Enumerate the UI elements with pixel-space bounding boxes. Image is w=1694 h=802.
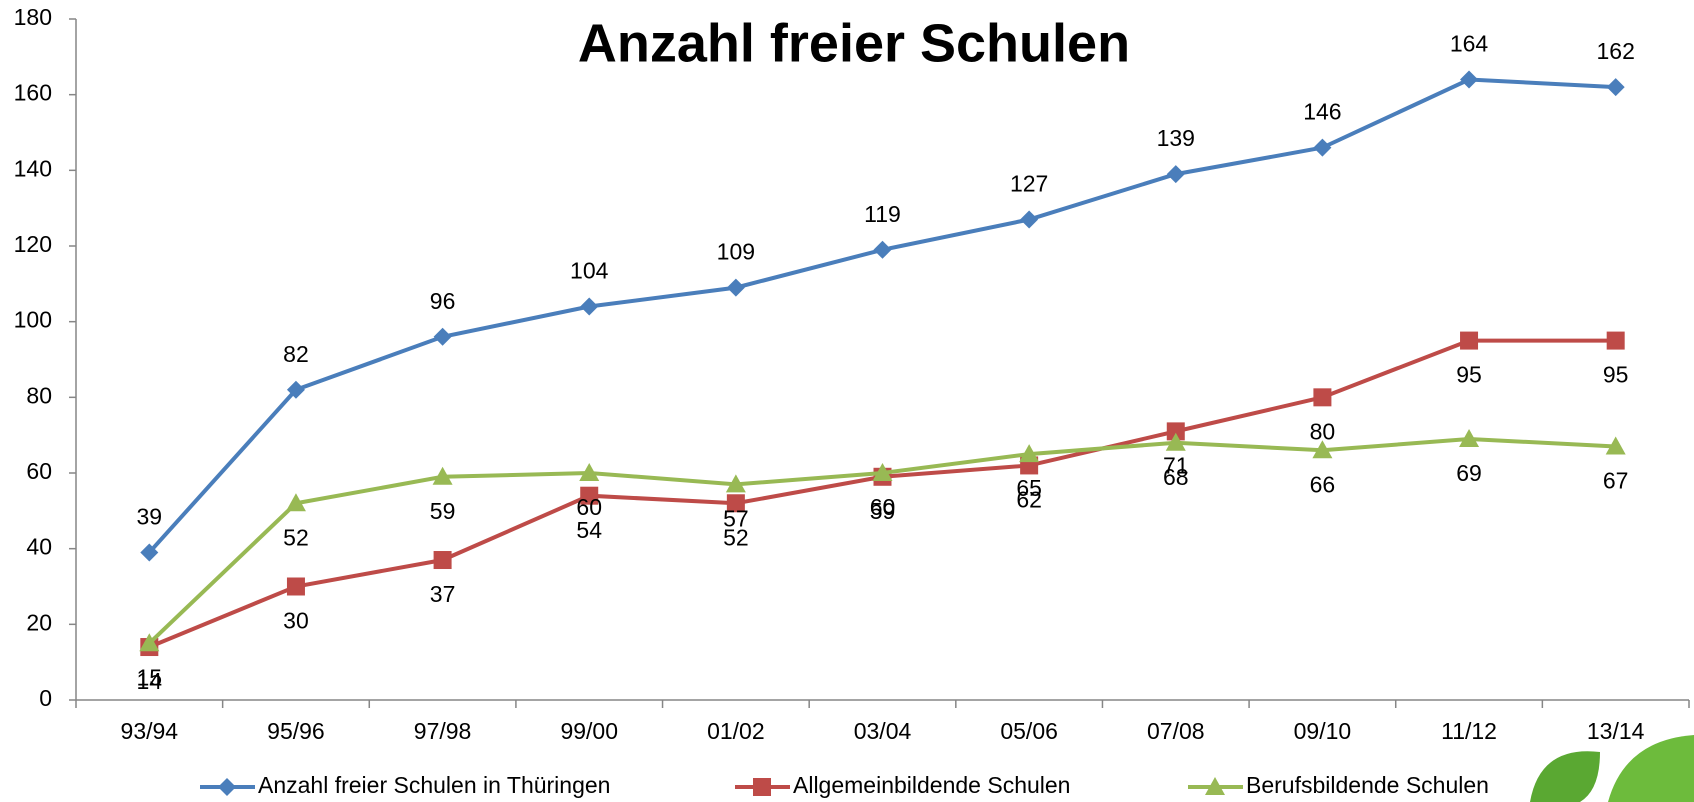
- data-label: 39: [137, 504, 163, 530]
- x-tick-label: 13/14: [1587, 718, 1645, 744]
- series: 15 52 59 60 57 60 65 68 66 69 67: [137, 429, 1629, 690]
- data-label: 146: [1303, 99, 1341, 125]
- diamond-marker: [1460, 71, 1478, 89]
- x-tick-label: 97/98: [414, 718, 472, 744]
- x-tick-label: 01/02: [707, 718, 765, 744]
- y-tick-label: 40: [26, 534, 52, 560]
- y-tick-label: 20: [26, 609, 52, 635]
- y-tick-label: 180: [14, 4, 52, 30]
- diamond-marker: [1167, 165, 1185, 183]
- square-marker: [1313, 388, 1331, 406]
- data-label: 95: [1603, 362, 1629, 388]
- data-label: 30: [283, 608, 309, 634]
- y-tick-label: 0: [39, 685, 52, 711]
- y-tick-label: 140: [14, 155, 52, 181]
- y-tick-label: 100: [14, 307, 52, 333]
- y-tick-label: 160: [14, 80, 52, 106]
- data-label: 139: [1157, 125, 1195, 151]
- legend-label: Berufsbildende Schulen: [1246, 772, 1489, 798]
- x-tick-label: 09/10: [1294, 718, 1352, 744]
- data-label: 82: [283, 341, 309, 367]
- data-label: 57: [723, 505, 749, 531]
- data-label: 65: [1016, 475, 1042, 501]
- square-marker: [1607, 332, 1625, 350]
- x-tick-label: 95/96: [267, 718, 325, 744]
- data-label: 66: [1310, 471, 1336, 497]
- data-label: 162: [1596, 38, 1634, 64]
- diamond-marker: [727, 279, 745, 297]
- legend-label: Allgemeinbildende Schulen: [793, 772, 1070, 798]
- y-tick-label: 80: [26, 382, 52, 408]
- x-tick-label: 03/04: [854, 718, 912, 744]
- square-marker: [434, 551, 452, 569]
- data-label: 127: [1010, 171, 1048, 197]
- legend-label: Anzahl freier Schulen in Thüringen: [258, 772, 610, 798]
- data-label: 52: [283, 524, 309, 550]
- data-label: 67: [1603, 468, 1629, 494]
- data-label: 37: [430, 581, 456, 607]
- x-tick-label: 11/12: [1441, 718, 1497, 744]
- chart: Anzahl freier Schulen 0 20 40 60 80 100 120 140…: [0, 0, 1694, 802]
- x-tick-label: 07/08: [1147, 718, 1205, 744]
- data-label: 69: [1456, 460, 1482, 486]
- diamond-marker: [1020, 211, 1038, 229]
- data-label: 59: [430, 498, 456, 524]
- diamond-marker: [874, 241, 892, 259]
- chart-title: Anzahl freier Schulen: [578, 13, 1130, 73]
- diamond-marker: [434, 328, 452, 346]
- data-label: 68: [1163, 464, 1189, 490]
- data-label: 95: [1456, 362, 1482, 388]
- y-tick-label: 120: [14, 231, 52, 257]
- leaf-decoration: [1530, 735, 1694, 802]
- square-marker: [287, 578, 305, 596]
- data-label: 54: [576, 517, 602, 543]
- data-label: 164: [1450, 31, 1489, 57]
- x-tick-label: 99/00: [560, 718, 618, 744]
- data-label: 96: [430, 288, 456, 314]
- square-marker: [753, 778, 771, 796]
- data-label: 60: [870, 494, 896, 520]
- x-tick-label: 05/06: [1000, 718, 1058, 744]
- square-marker: [1460, 332, 1478, 350]
- data-label: 15: [137, 664, 163, 690]
- y-tick-label: 60: [26, 458, 52, 484]
- data-label: 119: [864, 201, 901, 227]
- diamond-marker: [1313, 139, 1331, 157]
- diamond-marker: [580, 298, 598, 316]
- data-label: 109: [717, 239, 755, 265]
- data-label: 60: [576, 494, 602, 520]
- x-tick-label: 93/94: [121, 718, 179, 744]
- diamond-marker: [1607, 78, 1625, 96]
- data-label: 104: [570, 258, 609, 284]
- diamond-marker: [218, 778, 236, 796]
